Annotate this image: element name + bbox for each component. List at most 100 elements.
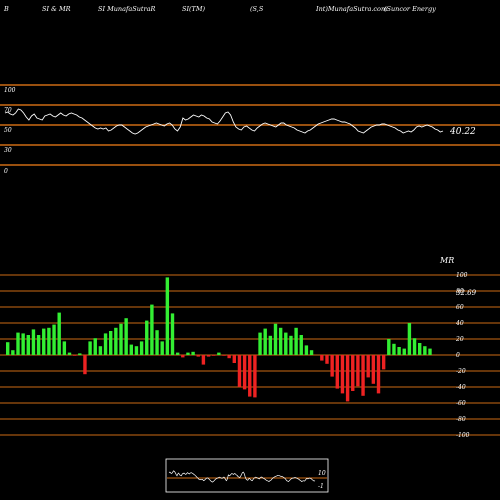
mr-bar bbox=[273, 323, 278, 355]
mr-bar bbox=[263, 328, 267, 355]
mr-bar bbox=[145, 320, 149, 355]
rsi-tick-label: 50 bbox=[4, 127, 12, 134]
mr-bar bbox=[299, 335, 303, 355]
mr-bar bbox=[330, 355, 334, 377]
mr-bar bbox=[160, 341, 164, 355]
mr-bar bbox=[31, 329, 36, 355]
mr-bar bbox=[289, 335, 293, 355]
mr-bar bbox=[191, 351, 195, 355]
mr-bar bbox=[52, 324, 56, 355]
mr-bar bbox=[381, 355, 386, 370]
mr-bar bbox=[304, 345, 309, 355]
rsi-tick-label: 70 bbox=[4, 107, 12, 114]
header-part-3: SI MunafaSutraR bbox=[98, 5, 156, 13]
mr-tick-label: -100 bbox=[456, 432, 470, 439]
mr-tick-label: 40 bbox=[455, 320, 464, 327]
mr-bar bbox=[278, 327, 283, 355]
rsi-last-value: 40.22 bbox=[449, 127, 476, 137]
mr-bar bbox=[248, 355, 252, 397]
mr-bar bbox=[98, 346, 103, 355]
mr-bar bbox=[387, 339, 391, 355]
mr-panel: 100 80 60 40 20 0 -20 -40 -60 -80 -100 32.69 bbox=[0, 272, 500, 439]
mr-tick-label: -80 bbox=[456, 416, 466, 423]
mr-bar bbox=[392, 343, 396, 355]
mini-label-top: 10 bbox=[318, 470, 326, 477]
mr-bar bbox=[335, 355, 339, 389]
mr-bar bbox=[217, 352, 221, 355]
mr-bar bbox=[227, 355, 231, 359]
mr-bar bbox=[36, 335, 41, 355]
mr-bar bbox=[119, 323, 123, 355]
mr-bar bbox=[222, 355, 226, 356]
mr-label: MR bbox=[439, 256, 454, 265]
mr-tick-label: 20 bbox=[455, 336, 464, 343]
mr-bar bbox=[196, 355, 200, 357]
mr-tick-label: 100 bbox=[456, 272, 468, 279]
rsi-tick-label: 100 bbox=[4, 87, 16, 94]
mr-bar bbox=[47, 327, 51, 355]
mr-bar bbox=[62, 341, 67, 355]
mr-bar bbox=[150, 304, 154, 355]
mr-bar bbox=[109, 331, 113, 355]
mr-bar bbox=[423, 346, 427, 355]
mr-bar bbox=[42, 328, 46, 355]
mr-bar bbox=[88, 341, 92, 355]
mr-bar bbox=[284, 332, 288, 355]
mr-bar bbox=[242, 355, 247, 390]
mr-bar bbox=[139, 341, 144, 355]
rsi-panel: 100 70 50 30 0 40.22 bbox=[0, 84, 500, 175]
mr-bar bbox=[67, 352, 72, 355]
mr-bar bbox=[155, 330, 159, 355]
mr-bar bbox=[16, 332, 20, 355]
mr-bar bbox=[345, 355, 350, 402]
rsi-line bbox=[4, 108, 444, 135]
header-part-7: (Suncor Energy bbox=[384, 5, 436, 13]
mr-bar bbox=[201, 355, 206, 365]
mr-bar bbox=[170, 313, 175, 355]
mini-label-bottom: -1 bbox=[318, 483, 324, 490]
mr-tick-label: 80 bbox=[456, 288, 464, 295]
mr-bar bbox=[212, 355, 216, 356]
mr-bar bbox=[78, 353, 82, 355]
mr-bar bbox=[407, 323, 412, 355]
rsi-tick-label: 0 bbox=[4, 168, 8, 175]
mr-bar bbox=[268, 335, 273, 355]
mr-bar bbox=[340, 355, 345, 394]
mr-tick-label: -40 bbox=[456, 384, 466, 391]
mr-bar bbox=[103, 333, 108, 355]
mr-bar bbox=[186, 352, 190, 355]
mini-chart-frame bbox=[165, 458, 329, 493]
mr-bar bbox=[6, 342, 10, 355]
mr-bar bbox=[397, 347, 401, 355]
mini-chart: 10 -1 bbox=[165, 458, 329, 493]
mr-bar bbox=[371, 355, 376, 384]
mr-tick-label: -60 bbox=[456, 400, 466, 407]
mr-bar bbox=[402, 348, 406, 355]
mr-bar bbox=[237, 355, 242, 387]
mr-bar bbox=[206, 355, 211, 357]
mr-bar bbox=[351, 355, 355, 391]
mr-bar bbox=[124, 318, 128, 355]
mr-bar bbox=[376, 355, 381, 394]
mr-bar bbox=[72, 355, 77, 356]
mr-bar bbox=[258, 332, 262, 355]
mr-bar bbox=[325, 355, 329, 364]
mr-bar bbox=[21, 333, 25, 355]
header-part-4: SI(TM) bbox=[182, 5, 206, 13]
mini-line bbox=[168, 470, 316, 483]
mr-bar bbox=[294, 327, 298, 355]
mr-tick-label: -20 bbox=[456, 368, 466, 375]
mr-bar bbox=[232, 355, 236, 363]
mr-tick-label: 60 bbox=[456, 304, 464, 311]
mr-bar bbox=[175, 352, 180, 355]
mr-bar bbox=[129, 344, 133, 355]
mr-bar bbox=[57, 312, 61, 355]
rsi-tick-label: 30 bbox=[4, 147, 12, 154]
mr-tick-label: 0 bbox=[456, 352, 460, 359]
mr-bar bbox=[26, 335, 30, 355]
mr-bar bbox=[309, 350, 314, 355]
mr-bar bbox=[11, 350, 15, 355]
mr-bar bbox=[320, 355, 324, 361]
mr-last-value: 32.69 bbox=[456, 289, 477, 297]
